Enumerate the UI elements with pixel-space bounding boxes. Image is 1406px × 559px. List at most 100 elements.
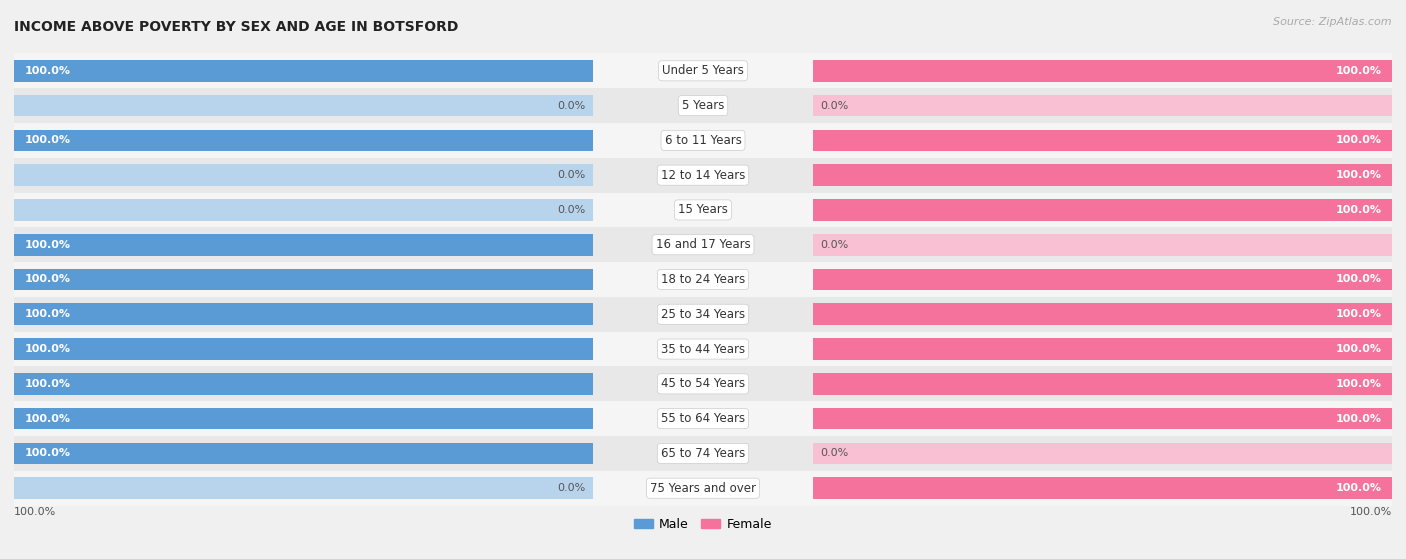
Bar: [813, 408, 1392, 429]
Bar: [14, 234, 593, 255]
Bar: [813, 60, 1392, 82]
Text: 100.0%: 100.0%: [24, 240, 70, 250]
Bar: [813, 199, 1392, 221]
Text: 100.0%: 100.0%: [24, 448, 70, 458]
Text: 35 to 44 Years: 35 to 44 Years: [661, 343, 745, 356]
Text: 0.0%: 0.0%: [820, 448, 848, 458]
Text: 18 to 24 Years: 18 to 24 Years: [661, 273, 745, 286]
Bar: [14, 373, 593, 395]
Bar: [813, 130, 1392, 151]
Bar: [14, 373, 593, 395]
Text: 25 to 34 Years: 25 to 34 Years: [661, 308, 745, 321]
Bar: [14, 158, 1392, 192]
Bar: [813, 130, 1392, 151]
Bar: [14, 408, 593, 429]
Bar: [14, 297, 1392, 331]
Text: 100.0%: 100.0%: [24, 66, 70, 76]
Bar: [14, 436, 1392, 471]
Text: 100.0%: 100.0%: [1336, 309, 1382, 319]
Text: 65 to 74 Years: 65 to 74 Years: [661, 447, 745, 460]
Bar: [14, 192, 1392, 228]
Bar: [14, 408, 593, 429]
Text: 100.0%: 100.0%: [1336, 66, 1382, 76]
Bar: [14, 54, 1392, 88]
Bar: [813, 304, 1392, 325]
Bar: [14, 123, 1392, 158]
Bar: [14, 304, 593, 325]
Text: 100.0%: 100.0%: [24, 135, 70, 145]
Bar: [813, 477, 1392, 499]
Text: 100.0%: 100.0%: [24, 274, 70, 285]
Bar: [14, 401, 1392, 436]
Text: 75 Years and over: 75 Years and over: [650, 482, 756, 495]
Bar: [14, 262, 1392, 297]
Bar: [14, 130, 593, 151]
Bar: [14, 164, 593, 186]
Text: 100.0%: 100.0%: [24, 309, 70, 319]
Bar: [14, 338, 593, 360]
Bar: [813, 164, 1392, 186]
Text: 0.0%: 0.0%: [558, 205, 586, 215]
Bar: [813, 338, 1392, 360]
Bar: [14, 471, 1392, 505]
Text: 100.0%: 100.0%: [1350, 507, 1392, 517]
Text: 6 to 11 Years: 6 to 11 Years: [665, 134, 741, 147]
Bar: [14, 60, 593, 82]
Bar: [14, 60, 593, 82]
Bar: [813, 164, 1392, 186]
Bar: [14, 338, 593, 360]
Bar: [14, 477, 593, 499]
Text: 100.0%: 100.0%: [1336, 135, 1382, 145]
Bar: [813, 373, 1392, 395]
Bar: [813, 60, 1392, 82]
Text: 100.0%: 100.0%: [24, 379, 70, 389]
Text: 100.0%: 100.0%: [1336, 483, 1382, 493]
Text: Source: ZipAtlas.com: Source: ZipAtlas.com: [1274, 17, 1392, 27]
Bar: [14, 367, 1392, 401]
Bar: [813, 373, 1392, 395]
Text: 55 to 64 Years: 55 to 64 Years: [661, 412, 745, 425]
Text: 5 Years: 5 Years: [682, 99, 724, 112]
Bar: [14, 199, 593, 221]
Bar: [813, 269, 1392, 290]
Text: 100.0%: 100.0%: [24, 344, 70, 354]
Bar: [813, 304, 1392, 325]
Text: 100.0%: 100.0%: [24, 414, 70, 424]
Bar: [14, 95, 593, 116]
Text: 100.0%: 100.0%: [1336, 205, 1382, 215]
Bar: [14, 130, 593, 151]
Bar: [813, 199, 1392, 221]
Bar: [14, 331, 1392, 367]
Text: 0.0%: 0.0%: [558, 170, 586, 180]
Text: 100.0%: 100.0%: [1336, 274, 1382, 285]
Bar: [14, 234, 593, 255]
Bar: [14, 269, 593, 290]
Text: 16 and 17 Years: 16 and 17 Years: [655, 238, 751, 251]
Text: 100.0%: 100.0%: [1336, 414, 1382, 424]
Bar: [813, 234, 1392, 255]
Text: Under 5 Years: Under 5 Years: [662, 64, 744, 77]
Bar: [14, 443, 593, 464]
Text: 45 to 54 Years: 45 to 54 Years: [661, 377, 745, 390]
Text: 0.0%: 0.0%: [558, 483, 586, 493]
Text: 0.0%: 0.0%: [820, 101, 848, 111]
Bar: [813, 443, 1392, 464]
Bar: [813, 269, 1392, 290]
Bar: [813, 408, 1392, 429]
Bar: [813, 477, 1392, 499]
Bar: [813, 338, 1392, 360]
Bar: [14, 304, 593, 325]
Text: 12 to 14 Years: 12 to 14 Years: [661, 169, 745, 182]
Bar: [14, 269, 593, 290]
Text: 0.0%: 0.0%: [558, 101, 586, 111]
Bar: [14, 228, 1392, 262]
Bar: [14, 88, 1392, 123]
Text: 100.0%: 100.0%: [14, 507, 56, 517]
Text: INCOME ABOVE POVERTY BY SEX AND AGE IN BOTSFORD: INCOME ABOVE POVERTY BY SEX AND AGE IN B…: [14, 20, 458, 34]
Legend: Male, Female: Male, Female: [630, 513, 776, 536]
Bar: [813, 95, 1392, 116]
Text: 100.0%: 100.0%: [1336, 379, 1382, 389]
Text: 0.0%: 0.0%: [820, 240, 848, 250]
Text: 100.0%: 100.0%: [1336, 170, 1382, 180]
Bar: [14, 443, 593, 464]
